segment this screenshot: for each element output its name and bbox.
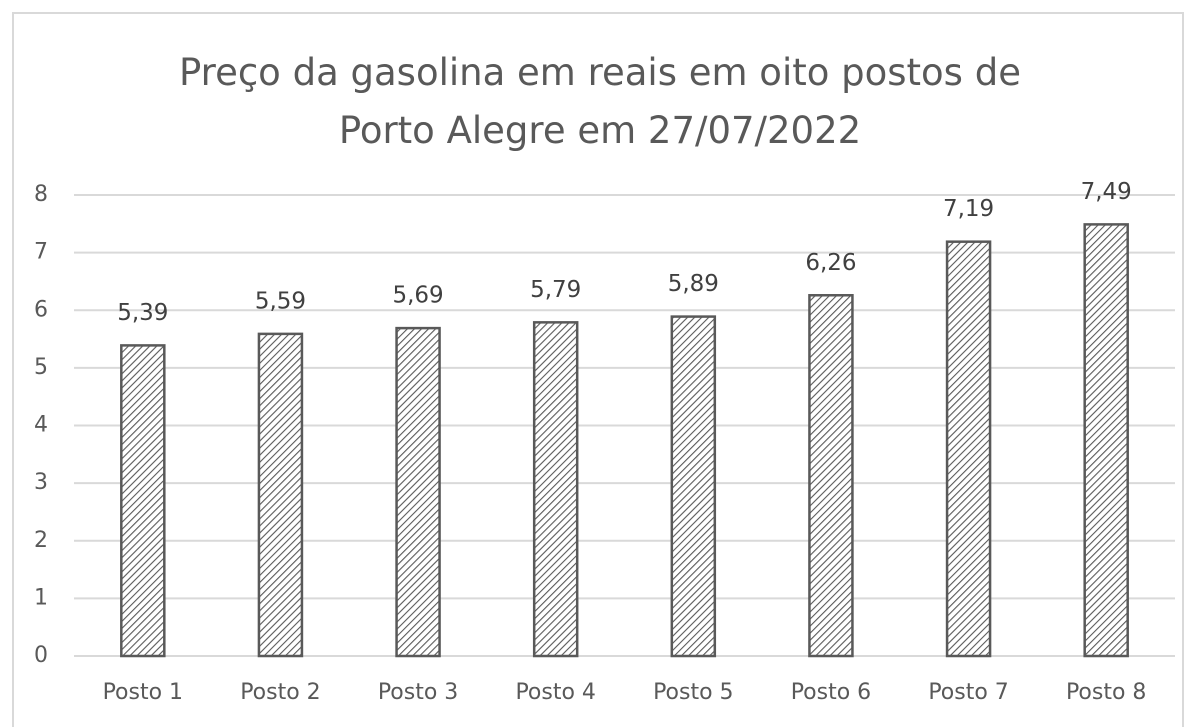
bar bbox=[120, 344, 166, 658]
data-label: 5,79 bbox=[530, 277, 581, 303]
data-label: 5,59 bbox=[255, 288, 306, 314]
y-tick-label: 4 bbox=[34, 413, 48, 438]
bar bbox=[257, 332, 304, 658]
y-tick-label: 6 bbox=[34, 297, 48, 322]
data-label: 5,89 bbox=[668, 271, 719, 297]
x-tick-label: Posto 3 bbox=[378, 680, 458, 705]
bar bbox=[808, 294, 854, 658]
x-tick-label: Posto 5 bbox=[653, 680, 733, 705]
y-tick-label: 0 bbox=[34, 643, 48, 668]
bar bbox=[532, 321, 579, 658]
x-tick-label: Posto 8 bbox=[1066, 680, 1146, 705]
y-tick-label: 1 bbox=[34, 585, 48, 610]
y-tick-label: 8 bbox=[34, 182, 48, 207]
y-tick-label: 3 bbox=[34, 470, 48, 495]
data-label: 5,69 bbox=[392, 283, 443, 309]
x-tick-label: Posto 6 bbox=[791, 680, 871, 705]
bar bbox=[395, 326, 441, 658]
data-label: 6,26 bbox=[805, 250, 856, 276]
chart-border bbox=[12, 12, 1184, 727]
x-tick-label: Posto 4 bbox=[515, 680, 595, 705]
x-tick-label: Posto 2 bbox=[240, 680, 320, 705]
bar bbox=[1083, 223, 1129, 658]
bar bbox=[670, 315, 717, 658]
y-tick-label: 5 bbox=[34, 355, 48, 380]
x-tick-label: Posto 1 bbox=[103, 680, 183, 705]
data-label: 7,49 bbox=[1081, 179, 1132, 205]
y-tick-label: 2 bbox=[34, 528, 48, 553]
bar bbox=[945, 240, 992, 658]
data-label: 5,39 bbox=[117, 300, 168, 326]
chart-title: Preço da gasolina em reais em oito posto… bbox=[179, 51, 1021, 152]
x-tick-label: Posto 7 bbox=[928, 680, 1008, 705]
data-label: 7,19 bbox=[943, 196, 994, 222]
y-tick-label: 7 bbox=[34, 240, 48, 265]
